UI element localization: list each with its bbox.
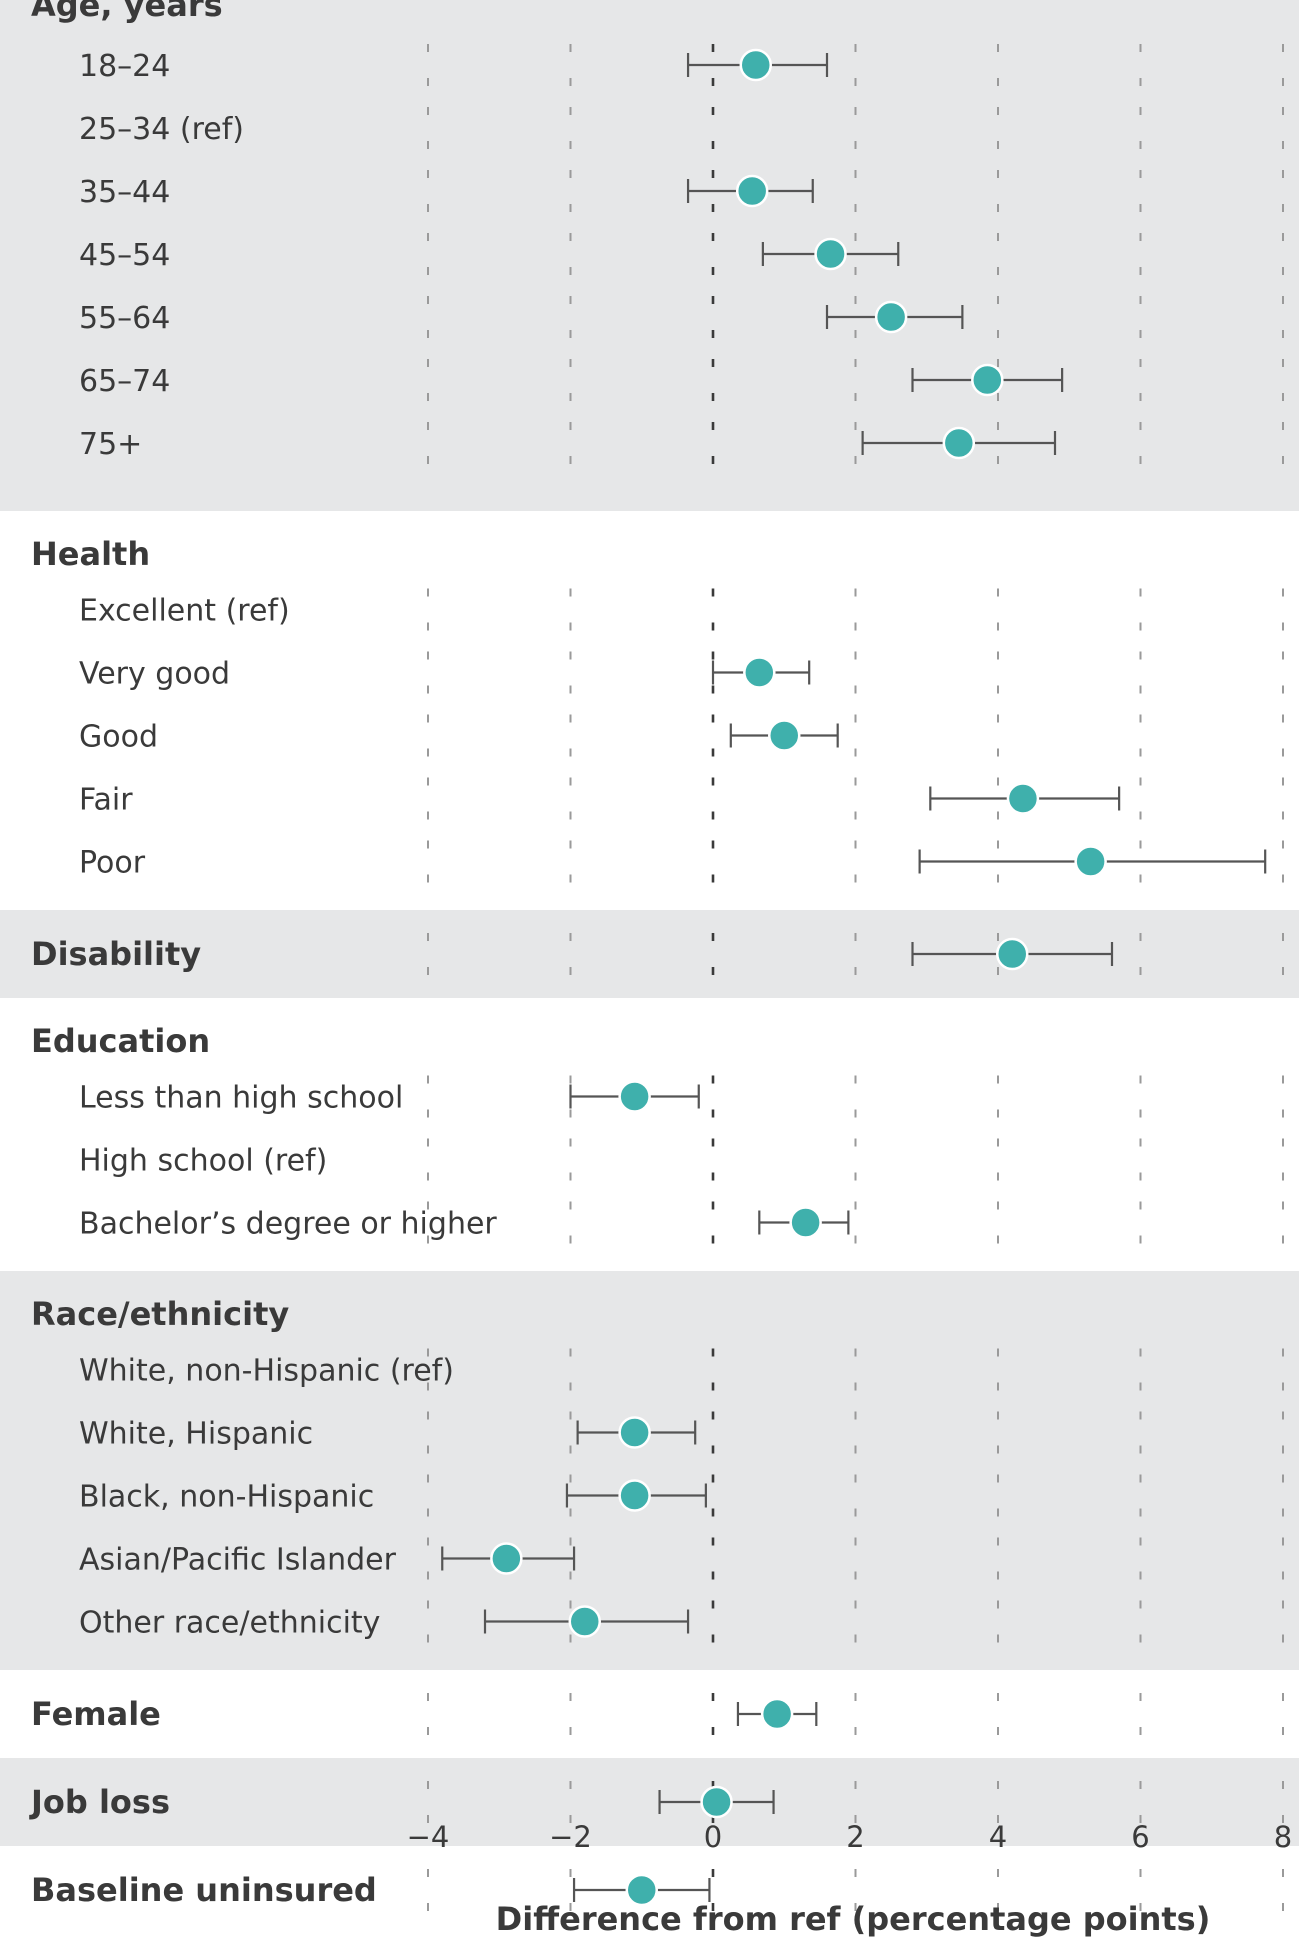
x-axis-title: Difference from ref (percentage points) (496, 1900, 1211, 1938)
group-job-loss-label: Job loss (29, 1783, 170, 1821)
group-health-row-4-point (1074, 845, 1107, 878)
group-age-years-row-0-point (739, 48, 772, 82)
estimates (441, 48, 1267, 1907)
group-job-loss-band (0, 1758, 1299, 1846)
group-baseline-uninsured-point (625, 1873, 658, 1907)
group-race-ethnicity-row-4-point (568, 1605, 601, 1638)
x-tick-label: 8 (1274, 1820, 1292, 1854)
group-health-row-1-point (743, 656, 776, 689)
group-health-row-0-label: Excellent (ref) (79, 594, 290, 629)
group-race-ethnicity-row-4-label: Other race/ethnicity (79, 1606, 380, 1641)
group-education-row-2-label: Bachelor’s degree or higher (79, 1207, 497, 1242)
group-age-years-label: Age, years (31, 0, 223, 24)
group-race-ethnicity-row-2-label: Black, non-Hispanic (79, 1480, 374, 1515)
x-axis: Difference from ref (percentage points) … (407, 1820, 1293, 1938)
group-baseline-uninsured-label: Baseline uninsured (31, 1871, 377, 1909)
group-health-row-4-label: Poor (79, 846, 146, 881)
group-disability-point (996, 937, 1029, 971)
group-race-ethnicity-row-0-label: White, non-Hispanic (ref) (79, 1354, 454, 1389)
group-race-ethnicity-band (0, 1271, 1299, 1670)
group-health-row-3-label: Fair (79, 783, 133, 818)
group-disability-label: Disability (31, 935, 201, 973)
group-age-years-band (0, 0, 1299, 511)
group-race-ethnicity-row-1-label: White, Hispanic (79, 1417, 313, 1452)
x-tick-label: 6 (1131, 1820, 1149, 1854)
x-tick-label: 4 (989, 1820, 1007, 1854)
group-education-row-2-point (789, 1206, 822, 1239)
x-tick-label: 2 (846, 1820, 864, 1854)
group-age-years-row-4-point (874, 300, 908, 334)
group-age-years-row-6-point (942, 426, 976, 460)
group-education-label: Education (31, 1022, 210, 1060)
x-tick-label: 0 (704, 1820, 722, 1854)
group-education-row-0-point (618, 1080, 651, 1113)
group-age-years-row-2-point (735, 174, 769, 208)
group-health-row-2-label: Good (79, 720, 158, 755)
row-labels: Age, years 18–24 25–34 (ref) 35–44 45–54 55–6… (29, 0, 497, 1909)
group-race-ethnicity-row-1-point (618, 1416, 651, 1449)
group-age-years-row-0-label: 18–24 (79, 49, 170, 84)
group-age-years-row-2-label: 35–44 (79, 175, 170, 210)
group-education-row-0-label: Less than high school (79, 1081, 403, 1116)
group-age-years-row-6-label: 75+ (79, 427, 142, 462)
group-race-ethnicity-row-2-point (618, 1479, 651, 1512)
group-education-row-1-label: High school (ref) (79, 1144, 327, 1179)
group-race-ethnicity-row-3-point (490, 1542, 523, 1575)
group-health-row-1-label: Very good (79, 657, 230, 692)
group-race-ethnicity-label: Race/ethnicity (31, 1295, 289, 1333)
group-age-years-row-1-label: 25–34 (ref) (79, 112, 244, 147)
group-age-years-row-3-label: 45–54 (79, 238, 170, 273)
group-age-years-row-5-point (971, 363, 1004, 397)
x-tick-label: −2 (549, 1820, 592, 1854)
x-tick-label: −4 (407, 1820, 450, 1854)
group-race-ethnicity-row-3-label: Asian/Pacific Islander (79, 1543, 397, 1578)
group-age-years-row-4-label: 55–64 (79, 301, 170, 336)
group-health-row-2-point (768, 719, 801, 752)
group-bands (0, 0, 1299, 1846)
group-female-label: Female (31, 1695, 161, 1733)
group-age-years-row-5-label: 65–74 (79, 364, 170, 399)
group-age-years-row-3-point (814, 237, 847, 271)
group-health-row-3-point (1006, 782, 1040, 815)
group-job-loss-point (700, 1785, 733, 1819)
gridline-ticks (427, 44, 1284, 1911)
group-female-point (760, 1697, 794, 1731)
group-health-label: Health (31, 535, 150, 573)
